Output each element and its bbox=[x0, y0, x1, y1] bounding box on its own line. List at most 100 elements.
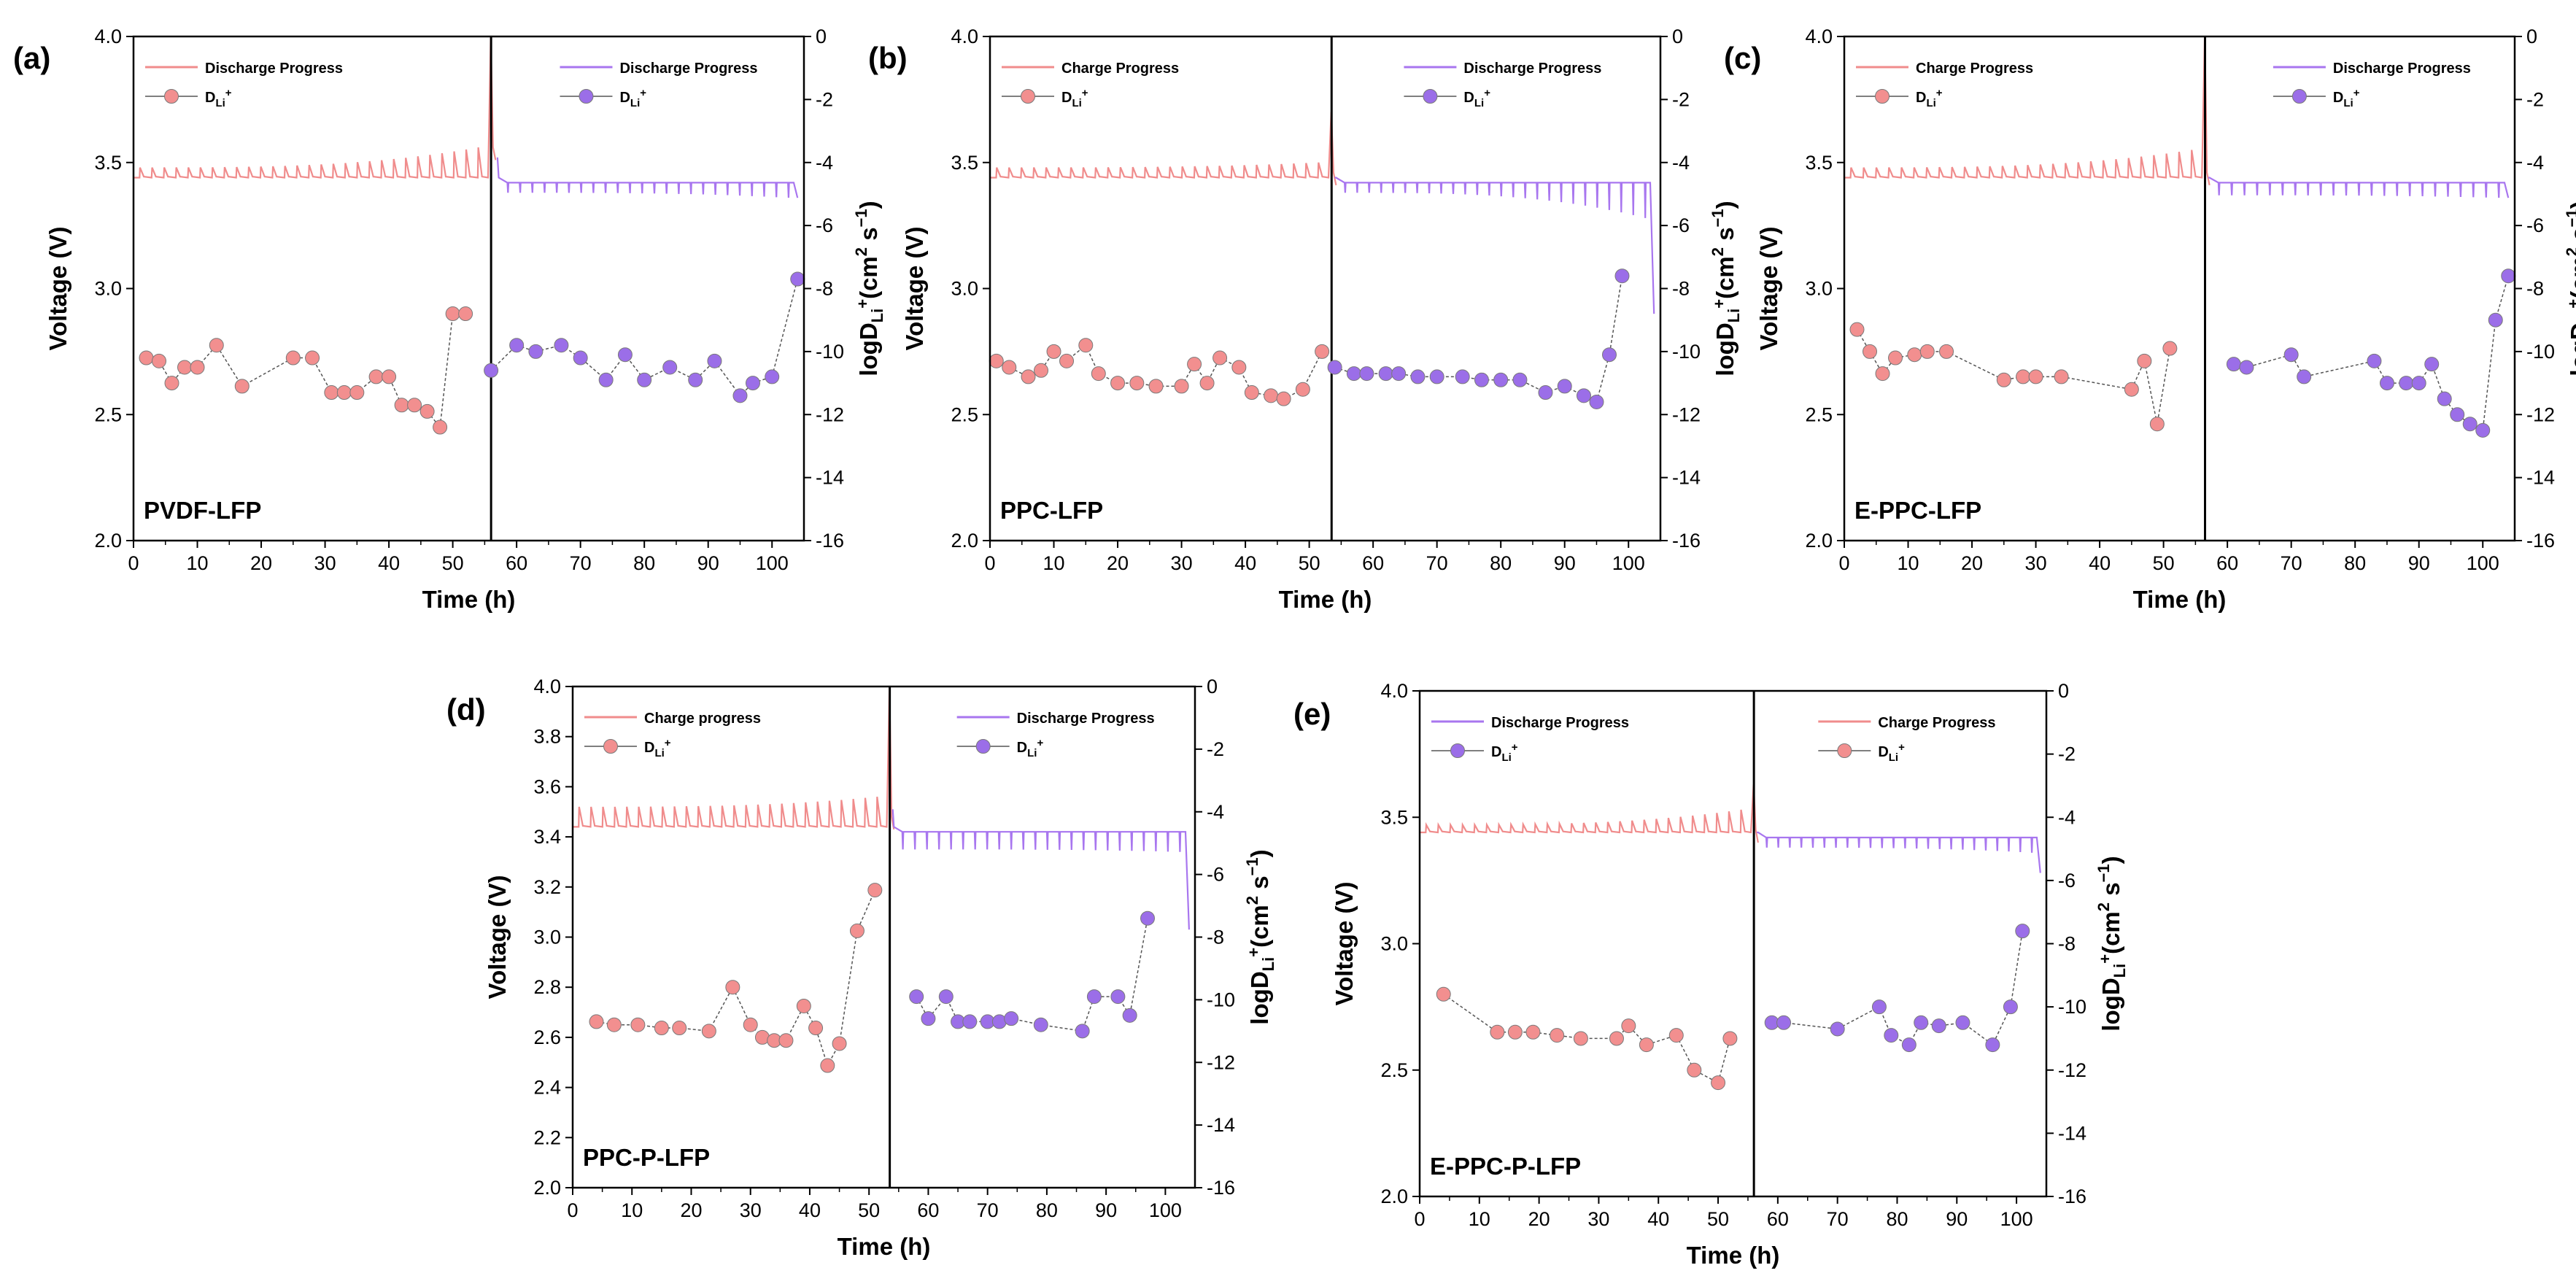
y-right-label-sup: + bbox=[854, 299, 872, 309]
charge-dli-point bbox=[1021, 369, 1036, 384]
discharge-dli-point bbox=[2003, 999, 2018, 1015]
charge-dli-point bbox=[1507, 1024, 1523, 1040]
y-left-tick-label: 2.0 bbox=[1805, 530, 1833, 552]
discharge-dli-point bbox=[790, 271, 805, 287]
y-left-axis-label: Voltage (V) bbox=[901, 227, 928, 351]
x-tick-label: 30 bbox=[1171, 552, 1193, 574]
y-right-tick-label: 0 bbox=[1672, 26, 1683, 47]
charge-dli-point bbox=[1315, 344, 1330, 359]
x-tick-label: 60 bbox=[506, 552, 527, 574]
discharge-dli-point bbox=[1955, 1015, 1970, 1030]
y-right-axis-label: logDLi+(cm2 s−1) bbox=[2563, 201, 2576, 376]
x-tick-label: 90 bbox=[697, 552, 719, 574]
x-tick-label: 10 bbox=[1469, 1208, 1490, 1230]
y-left-tick-label: 3.0 bbox=[533, 927, 561, 948]
legend-left-marker-label-sup: + bbox=[1512, 741, 1518, 754]
charge-dli-point bbox=[407, 398, 422, 413]
y-left-tick-label: 2.4 bbox=[533, 1077, 561, 1099]
legend-right-marker-label: DLi+ bbox=[2333, 87, 2360, 109]
y-right-axis-label: logDLi+(cm2 s−1) bbox=[852, 201, 886, 376]
y-right-axis-label: logDLi+(cm2 s−1) bbox=[2095, 856, 2129, 1031]
x-tick-label: 100 bbox=[756, 552, 789, 574]
y-left-tick-label: 3.5 bbox=[1380, 806, 1408, 828]
charge-dli-point bbox=[1059, 353, 1075, 368]
charge-dli-point bbox=[1034, 363, 1049, 378]
charge-dli-point bbox=[1687, 1062, 1702, 1078]
y-right-label-units: (cm bbox=[1246, 905, 1273, 948]
y-right-tick-label: -12 bbox=[1672, 403, 1701, 425]
charge-dli-point bbox=[368, 369, 384, 384]
discharge-dli-point bbox=[573, 350, 588, 366]
discharge-dli-point bbox=[2379, 376, 2394, 391]
charge-dli-point bbox=[672, 1021, 687, 1036]
discharge-dli-point bbox=[1140, 910, 1156, 926]
discharge-dli-point bbox=[1327, 360, 1342, 375]
charge-dli-point bbox=[1436, 986, 1451, 1002]
x-axis-label: Time (h) bbox=[1279, 586, 1372, 613]
legend-left-marker-label-main: D bbox=[205, 90, 215, 106]
legend-left-marker-swatch bbox=[1450, 743, 1465, 758]
discharge-dli-point bbox=[554, 338, 569, 353]
plot-frame bbox=[1418, 689, 2048, 1198]
discharge-dli-point bbox=[765, 369, 780, 384]
legend-left-marker-label-main: D bbox=[1491, 744, 1501, 760]
charge-dli-point bbox=[867, 883, 883, 898]
charge-dli-point bbox=[1490, 1024, 1505, 1040]
y-right-label-units-tail: s bbox=[2097, 882, 2124, 902]
y-left-tick-label: 3.4 bbox=[533, 826, 561, 848]
charge-dli-point bbox=[606, 1017, 622, 1032]
y-left-tick-label: 2.0 bbox=[951, 530, 978, 552]
discharge-voltage-line bbox=[1757, 831, 2041, 873]
y-right-tick-label: -4 bbox=[1672, 152, 1690, 174]
discharge-dli-point bbox=[938, 989, 954, 1005]
legend-right-marker-label-main: D bbox=[1878, 744, 1888, 760]
x-tick-label: 50 bbox=[2153, 552, 2175, 574]
discharge-dli-point bbox=[1776, 1015, 1792, 1030]
discharge-dli-point bbox=[1075, 1024, 1090, 1039]
discharge-dli-connector bbox=[1771, 931, 2024, 1046]
x-tick-label: 90 bbox=[1946, 1208, 1968, 1230]
y-right-tick-label: -4 bbox=[1207, 801, 1224, 823]
y-right-label-sup: + bbox=[2096, 954, 2114, 964]
x-tick-label: 70 bbox=[2281, 552, 2302, 574]
y-right-label-units: (cm bbox=[2097, 911, 2124, 954]
discharge-dli-point bbox=[484, 363, 499, 378]
discharge-dli-point bbox=[688, 372, 703, 387]
charge-voltage-line bbox=[1420, 784, 1759, 843]
panel-label: (d) bbox=[446, 692, 486, 727]
sample-label: PPC-P-LFP bbox=[583, 1144, 710, 1171]
x-axis-label: Time (h) bbox=[2133, 586, 2227, 613]
charge-dli-point bbox=[1875, 366, 1890, 382]
x-tick-label: 50 bbox=[1707, 1208, 1729, 1230]
y-right-tick-label: -8 bbox=[2526, 278, 2544, 300]
x-tick-label: 0 bbox=[567, 1199, 578, 1221]
discharge-dli-point bbox=[1871, 999, 1887, 1015]
x-tick-label: 50 bbox=[858, 1199, 880, 1221]
discharge-dli-point bbox=[509, 338, 525, 353]
charge-dli-point bbox=[1295, 382, 1310, 397]
charge-dli-point bbox=[725, 980, 740, 995]
y-right-tick-label: -12 bbox=[1207, 1051, 1235, 1073]
y-right-label-sub: Li bbox=[1259, 957, 1277, 972]
y-right-tick-label: -2 bbox=[816, 88, 833, 110]
x-tick-label: 100 bbox=[1149, 1199, 1182, 1221]
legend-right-marker-label-sup: + bbox=[1898, 741, 1905, 754]
y-left-tick-label: 2.5 bbox=[951, 403, 978, 425]
charge-dli-connector bbox=[1856, 329, 2171, 425]
y-left-tick-label: 3.0 bbox=[1380, 933, 1408, 955]
legend-right-marker-label-sup: + bbox=[640, 87, 646, 99]
y-left-axis-label: Voltage (V) bbox=[1755, 227, 1782, 351]
x-tick-label: 20 bbox=[1107, 552, 1129, 574]
y-right-tick-label: -14 bbox=[2526, 467, 2555, 489]
y-right-tick-label: -4 bbox=[2526, 152, 2544, 174]
y-right-label-sub: Li bbox=[868, 309, 886, 323]
discharge-dli-point bbox=[1410, 369, 1426, 384]
y-right-label-units: (cm bbox=[855, 256, 882, 299]
discharge-dli-point bbox=[1455, 369, 1470, 384]
charge-voltage-line bbox=[134, 36, 497, 179]
charge-dli-point bbox=[796, 998, 811, 1013]
x-tick-label: 70 bbox=[1827, 1208, 1849, 1230]
charge-dli-point bbox=[654, 1021, 669, 1036]
y-left-tick-label: 4.0 bbox=[1380, 680, 1408, 702]
legend-right-marker-label-main: D bbox=[1463, 90, 1474, 106]
